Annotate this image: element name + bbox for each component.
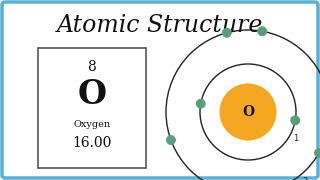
Text: 8: 8 bbox=[88, 60, 96, 74]
Text: 2: 2 bbox=[303, 177, 308, 180]
Circle shape bbox=[166, 136, 175, 145]
Circle shape bbox=[222, 28, 231, 37]
FancyBboxPatch shape bbox=[2, 2, 318, 178]
Text: O: O bbox=[77, 78, 107, 111]
Circle shape bbox=[258, 27, 267, 36]
Text: Oxygen: Oxygen bbox=[73, 120, 111, 129]
Circle shape bbox=[196, 99, 205, 108]
Text: Atomic Structure: Atomic Structure bbox=[57, 14, 263, 37]
Text: O: O bbox=[242, 105, 254, 119]
Circle shape bbox=[315, 148, 320, 158]
Circle shape bbox=[220, 84, 276, 140]
Text: 16.00: 16.00 bbox=[72, 136, 112, 150]
Bar bbox=[38, 48, 146, 168]
Text: 1: 1 bbox=[293, 134, 299, 143]
Circle shape bbox=[291, 116, 300, 125]
